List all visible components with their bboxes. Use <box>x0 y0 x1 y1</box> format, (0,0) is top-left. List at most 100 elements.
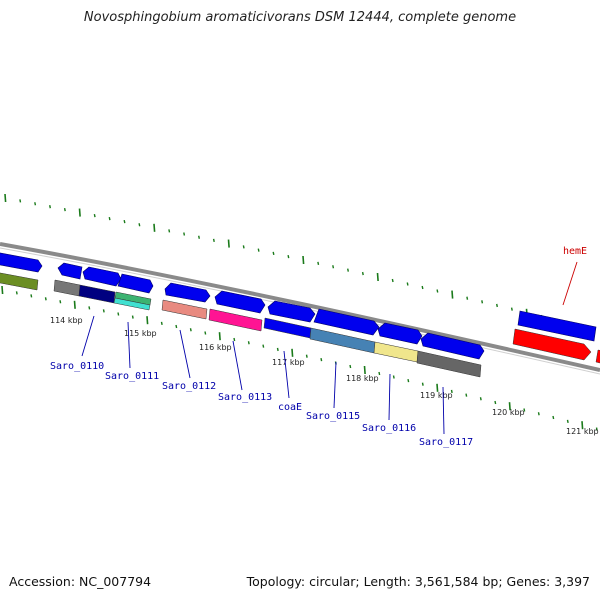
cds-arrow[interactable] <box>164 282 211 303</box>
tick-mark <box>227 239 230 248</box>
tick-mark <box>566 419 569 423</box>
cds-arrow[interactable] <box>117 273 154 294</box>
cds-arrow[interactable] <box>267 300 316 323</box>
tick-mark <box>378 371 381 376</box>
tick-mark <box>581 421 584 430</box>
tick-mark <box>436 289 439 293</box>
tick-mark <box>391 278 394 283</box>
tick-mark <box>59 300 62 304</box>
gene-label[interactable]: Saro_0115 <box>306 411 360 422</box>
tick-mark <box>552 415 555 420</box>
map-title: Novosphingobium aromaticivorans DSM 1244… <box>83 10 517 25</box>
cds-arrow[interactable] <box>313 308 380 336</box>
feature-box[interactable] <box>373 341 419 363</box>
scale-label: 115 kbp <box>124 329 157 338</box>
feature-box[interactable] <box>0 272 39 291</box>
cds-arrow[interactable] <box>377 322 423 345</box>
tick-mark <box>595 427 598 431</box>
feature-box[interactable] <box>595 349 600 364</box>
tick-mark <box>332 265 335 269</box>
scale-label: 116 kbp <box>199 343 232 352</box>
cds-arrow[interactable] <box>214 290 266 314</box>
tick-mark <box>93 213 96 218</box>
tick-mark <box>1 285 4 295</box>
tick-mark <box>302 255 305 265</box>
gene-label[interactable]: Saro_0116 <box>362 423 416 434</box>
tick-mark <box>19 199 22 203</box>
tick-mark <box>88 306 91 310</box>
feature-box[interactable] <box>161 299 208 320</box>
tick-mark <box>160 321 163 325</box>
tick-mark <box>146 316 149 325</box>
tick-mark <box>233 337 236 342</box>
tick-mark <box>247 341 250 345</box>
tick-mark <box>305 354 308 358</box>
tick-mark <box>175 324 178 329</box>
tick-mark <box>183 232 186 236</box>
tick-mark <box>30 294 33 298</box>
cds-arrow[interactable] <box>0 252 43 273</box>
tick-mark <box>287 255 290 259</box>
tick-mark <box>131 315 134 319</box>
gene-label[interactable]: Saro_0112 <box>162 381 216 392</box>
tick-mark <box>257 248 260 252</box>
genome-summary-text: Topology: circular; Length: 3,561,584 bp… <box>246 574 590 589</box>
gene-leader-line <box>127 321 131 369</box>
tick-mark <box>44 297 47 301</box>
tick-mark <box>479 397 482 401</box>
scale-label: 119 kbp <box>420 391 453 400</box>
tick-mark <box>465 393 468 397</box>
tick-mark <box>15 291 18 295</box>
cds-arrow[interactable] <box>82 266 122 287</box>
tick-mark <box>73 300 76 309</box>
scale-labels: 114 kbp 115 kbp 116 kbp 117 kbp 118 kbp 119 k… <box>50 316 599 436</box>
cds-arrow[interactable] <box>57 262 83 280</box>
tick-mark <box>363 365 366 375</box>
feature-box[interactable] <box>208 308 263 332</box>
tick-mark <box>198 235 200 239</box>
gene-label[interactable]: Saro_0111 <box>105 371 159 382</box>
scale-label: 114 kbp <box>50 316 83 325</box>
tick-mark <box>406 282 409 286</box>
feature-box[interactable] <box>53 279 81 297</box>
tick-mark <box>407 378 410 383</box>
tick-mark <box>436 383 439 392</box>
gene-label[interactable]: Saro_0113 <box>218 392 272 403</box>
feature-box[interactable] <box>113 297 151 311</box>
tick-mark <box>537 412 540 416</box>
gene-label[interactable]: hemE <box>563 246 587 257</box>
tick-mark <box>262 344 265 348</box>
cds-arrow[interactable] <box>420 332 485 360</box>
scale-label: 118 kbp <box>346 374 379 383</box>
tick-mark <box>508 402 511 411</box>
tick-mark <box>204 331 207 335</box>
tick-mark <box>272 251 275 256</box>
tick-mark <box>189 328 192 332</box>
feature-box[interactable] <box>512 328 592 361</box>
gene-label[interactable]: coaE <box>278 402 302 413</box>
cds-row-forward <box>0 252 597 360</box>
tick-mark <box>421 285 424 290</box>
tick-mark <box>481 300 484 304</box>
feature-row <box>0 272 600 378</box>
tick-mark <box>349 364 352 369</box>
gene-label[interactable]: Saro_0110 <box>50 361 104 372</box>
tick-mark <box>123 220 126 224</box>
tick-mark <box>212 238 215 243</box>
feature-box[interactable] <box>78 284 116 304</box>
gene-leader-line <box>388 373 391 421</box>
tick-mark <box>466 296 469 300</box>
tick-mark <box>63 207 66 212</box>
tick-mark <box>523 408 526 412</box>
gene-label[interactable]: Saro_0117 <box>419 437 473 448</box>
cds-arrow[interactable] <box>517 310 597 342</box>
tick-mark <box>320 357 323 362</box>
feature-box[interactable] <box>416 350 482 378</box>
tick-mark <box>450 389 453 394</box>
tick-mark <box>168 229 171 233</box>
tick-mark <box>496 303 498 308</box>
tick-mark <box>421 382 424 386</box>
tick-mark <box>34 202 37 206</box>
